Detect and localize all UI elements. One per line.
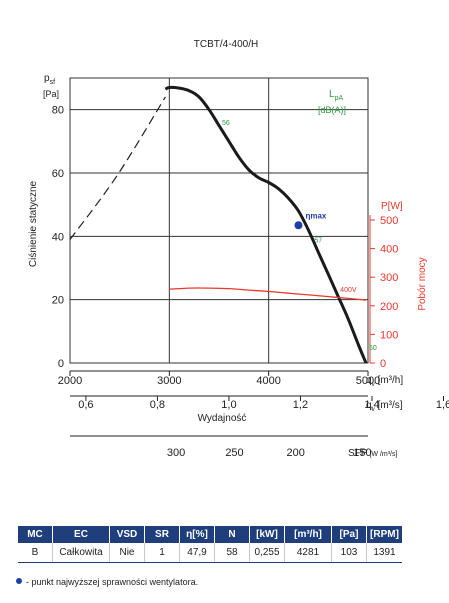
pressure-curve-extrapolated: [69, 96, 166, 240]
power-tick-label: 300: [380, 272, 398, 284]
sound-level-markers: 56 57 60: [222, 120, 377, 352]
sound-unit: [dB(A)]: [318, 105, 346, 115]
sound-level-marker: 56: [222, 120, 230, 127]
x-tick-label-m3s: 1,2: [293, 399, 308, 411]
x-tick-label-m3h: 5000: [356, 375, 380, 387]
sound-label: LpA: [329, 89, 343, 102]
power-curve-label: 400V: [340, 287, 357, 294]
y-tick-label: 40: [52, 231, 64, 243]
cell-m3h: 4281: [284, 543, 332, 563]
cell-pa: 103: [331, 543, 367, 563]
max-efficiency-point: [294, 221, 303, 230]
x-tick-label-m3s: 1,0: [221, 399, 236, 411]
sfp-tick-labels: 300 250 200 150: [167, 447, 372, 459]
y-tick-label: 0: [58, 358, 64, 370]
efficiency-dot-icon: [16, 578, 22, 584]
power-curve: [169, 287, 367, 301]
x-tick-label-m3h: 2000: [58, 375, 82, 387]
pressure-curve: [164, 85, 368, 364]
header-ec: EC: [52, 526, 110, 543]
cell-n: 58: [214, 543, 250, 563]
header-pa: [Pa]: [331, 526, 367, 543]
x-tick-label-m3h: 3000: [157, 375, 181, 387]
plot-frame: [69, 77, 369, 364]
x-tick-label-m3s: 0,8: [150, 399, 165, 411]
x-tick-labels-m3s: 0,6 0,8 1,0 1,2 1,4 1,6: [78, 396, 449, 411]
y-axis-unit: [Pa]: [43, 89, 59, 99]
footnote-text: - punkt najwyższej sprawności wentylator…: [26, 577, 199, 587]
y-axis-title: Ciśnienie statyczne: [28, 180, 39, 267]
header-mc: MC: [18, 526, 53, 543]
x-tick-labels-m3h: 2000 3000 4000 5000: [58, 371, 380, 387]
table-header-row: MC EC VSD SR η[%] N [kW] [m³/h] [Pa] [RP…: [18, 526, 402, 543]
y-tick-labels: 0 20 40 60 80: [52, 105, 64, 370]
power-tick-label: 0: [380, 358, 386, 370]
header-m3h: [m³/h]: [284, 526, 332, 543]
sfp-tick-label: 200: [287, 447, 305, 459]
x-axis-m3h-symbol: qv [m³/h]: [366, 375, 403, 388]
y-tick-label: 80: [52, 105, 64, 117]
cell-efficiency: 47,9: [179, 543, 215, 563]
header-vsd: VSD: [109, 526, 145, 543]
power-tick-label: 400: [380, 244, 398, 256]
cell-vsd: Nie: [109, 543, 145, 563]
power-tick-label: 500: [380, 215, 398, 227]
x-tick-label-m3s: 0,6: [78, 399, 93, 411]
header-kw: [kW]: [249, 526, 285, 543]
power-tick-label: 100: [380, 329, 398, 341]
header-sr: SR: [144, 526, 180, 543]
sfp-tick-label: 300: [167, 447, 185, 459]
grid: [69, 77, 369, 364]
y-tick-label: 60: [52, 168, 64, 180]
sfp-tick-label: 250: [225, 447, 243, 459]
header-n: N: [214, 526, 250, 543]
cell-rpm: 1391: [366, 543, 402, 563]
power-axis-symbol: P[W]: [381, 201, 403, 212]
table-row: B Całkowita Nie 1 47,9 58 0,255 4281 103…: [18, 543, 402, 563]
cell-sr: 1: [144, 543, 180, 563]
footnote: - punkt najwyższej sprawności wentylator…: [16, 577, 198, 587]
max-efficiency-label: ηmax: [305, 211, 326, 220]
parameters-table: MC EC VSD SR η[%] N [kW] [m³/h] [Pa] [RP…: [18, 526, 402, 563]
sound-level-marker: 60: [369, 345, 377, 352]
cell-kw: 0,255: [249, 543, 285, 563]
sound-level-marker: 57: [314, 237, 322, 244]
power-tick-label: 200: [380, 301, 398, 313]
y-tick-label: 20: [52, 295, 64, 307]
chart-title: TCBT/4-400/H: [194, 39, 258, 50]
power-axis-title: Pobór mocy: [417, 257, 428, 310]
sfp-tick-label: 150: [353, 447, 371, 459]
power-tick-labels: 0 100 200 300 400 500: [370, 215, 398, 370]
x-tick-label-m3s: 1,6: [436, 399, 449, 411]
x-axis-m3s-symbol: qv [m³/s]: [366, 400, 403, 413]
cell-ec: Całkowita: [52, 543, 110, 563]
header-rpm: [RPM]: [366, 526, 402, 543]
x-axis-title: Wydajność: [198, 413, 247, 424]
header-efficiency: η[%]: [179, 526, 215, 543]
y-axis-symbol: psf: [44, 73, 55, 86]
fan-performance-chart: TCBT/4-400/H psf [Pa] Ciśnienie statyczn…: [28, 39, 449, 459]
cell-mc: B: [18, 543, 53, 563]
x-tick-label-m3h: 4000: [256, 375, 280, 387]
sfp-axis-symbol: SFP [W /m³/s]: [348, 448, 398, 459]
x-tick-label-m3s: 1,4: [364, 399, 379, 411]
